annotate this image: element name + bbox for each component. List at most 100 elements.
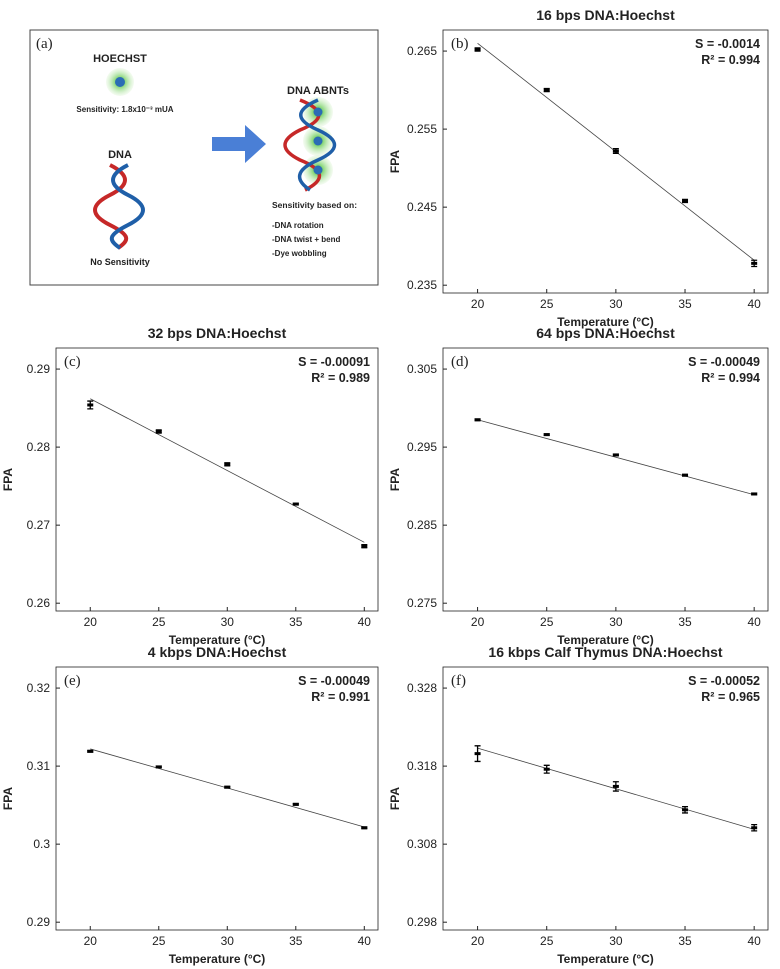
data-point <box>292 502 299 506</box>
panel-label: (a) <box>36 36 53 52</box>
fit-line <box>477 419 755 496</box>
x-tick-label: 25 <box>152 934 166 948</box>
dye <box>313 107 323 117</box>
basis-item: -DNA twist + bend <box>272 235 340 244</box>
data-point <box>612 784 619 788</box>
y-tick-label: 0.265 <box>407 44 437 58</box>
annotation: R² = 0.994 <box>701 53 760 67</box>
x-axis-label: Temperature (°C) <box>557 952 654 966</box>
complex-title: DNA ABNTs <box>287 85 349 97</box>
plot-frame <box>442 666 769 931</box>
x-tick-label: 35 <box>678 934 692 948</box>
chart-title: 4 kbps DNA:Hoechst <box>148 644 287 660</box>
x-tick-label: 25 <box>540 297 554 311</box>
data-point <box>751 492 758 496</box>
x-tick-label: 30 <box>221 934 235 948</box>
dye-sensitivity: Sensitivity: 1.8x10⁻³ mUA <box>76 105 173 114</box>
data-point <box>474 418 481 422</box>
x-axis-label: Temperature (°C) <box>557 633 654 647</box>
y-tick-label: 0.295 <box>407 440 437 454</box>
x-tick-label: 30 <box>609 297 623 311</box>
annotation: R² = 0.965 <box>701 690 760 704</box>
helix-strand <box>298 98 337 192</box>
chart-title: 64 bps DNA:Hoechst <box>536 325 675 341</box>
x-tick-label: 35 <box>678 297 692 311</box>
y-tick-label: 0.298 <box>407 915 437 929</box>
annotation: R² = 0.989 <box>311 371 370 385</box>
x-tick-label: 30 <box>609 934 623 948</box>
y-tick-label: 0.328 <box>407 681 437 695</box>
y-axis-label: FPA <box>1 468 15 491</box>
basis-item: -Dye wobbling <box>272 249 327 258</box>
y-tick-label: 0.285 <box>407 518 437 532</box>
data-point <box>224 785 231 789</box>
chart-title: 16 bps DNA:Hoechst <box>536 7 675 23</box>
x-tick-label: 35 <box>678 615 692 629</box>
panel-label: (d) <box>451 354 469 370</box>
chart: 32 bps DNA:Hoechst 20 25 30 35 40 0.26 0.27 0.28… <box>1 325 379 647</box>
helix-strand <box>109 163 145 250</box>
data-point <box>155 430 162 434</box>
plot-frame <box>442 29 769 294</box>
panel-label: (f) <box>451 673 466 689</box>
data-point <box>155 765 162 769</box>
data-point <box>751 261 758 265</box>
x-tick-label: 20 <box>471 297 485 311</box>
dye <box>313 136 323 146</box>
chart: 16 bps DNA:Hoechst 20 25 30 35 40 0.235 0.245 0.… <box>388 7 769 329</box>
x-tick-label: 20 <box>471 615 485 629</box>
data-point <box>682 199 689 203</box>
x-tick-label: 40 <box>358 615 372 629</box>
annotation: S = -0.00049 <box>298 674 370 688</box>
data-point <box>224 462 231 466</box>
x-tick-label: 20 <box>84 934 98 948</box>
x-tick-label: 40 <box>358 934 372 948</box>
y-tick-label: 0.26 <box>27 596 51 610</box>
annotation: S = -0.00049 <box>688 355 760 369</box>
y-tick-label: 0.245 <box>407 200 437 214</box>
data-point <box>543 88 550 92</box>
x-tick-label: 20 <box>84 615 98 629</box>
annotation: S = -0.0014 <box>695 37 760 51</box>
chart-title: 32 bps DNA:Hoechst <box>148 325 287 341</box>
x-tick-label: 30 <box>221 615 235 629</box>
panel-label: (b) <box>451 36 469 52</box>
dna-title: DNA <box>108 149 132 161</box>
x-tick-label: 20 <box>471 934 485 948</box>
x-tick-label: 35 <box>289 615 303 629</box>
x-axis-label: Temperature (°C) <box>557 315 654 329</box>
x-axis-label: Temperature (°C) <box>169 633 266 647</box>
x-tick-label: 25 <box>152 615 166 629</box>
y-tick-label: 0.29 <box>27 915 51 929</box>
data-point <box>612 453 619 457</box>
y-axis-label: FPA <box>388 468 402 491</box>
panel-label: (c) <box>64 354 81 370</box>
panel-label: (e) <box>64 673 81 689</box>
basis-title: Sensitivity based on: <box>272 200 357 210</box>
y-tick-label: 0.29 <box>27 362 51 376</box>
y-tick-label: 0.32 <box>27 681 51 695</box>
annotation: S = -0.00091 <box>298 355 370 369</box>
y-tick-label: 0.255 <box>407 122 437 136</box>
y-tick-label: 0.27 <box>27 518 51 532</box>
dye <box>313 165 323 175</box>
y-tick-label: 0.235 <box>407 278 437 292</box>
x-tick-label: 40 <box>747 615 761 629</box>
plot-frame <box>55 666 379 931</box>
data-point <box>682 473 689 477</box>
x-tick-label: 25 <box>540 934 554 948</box>
x-tick-label: 40 <box>747 297 761 311</box>
dna-sensitivity: No Sensitivity <box>90 257 150 267</box>
data-point <box>361 544 368 548</box>
y-axis-label: FPA <box>1 787 15 810</box>
panel-a: (a) HOECHST Sensitivity: 1.8x10⁻³ mUA DN… <box>29 29 379 286</box>
data-point <box>87 749 94 753</box>
chart-title: 16 kbps Calf Thymus DNA:Hoechst <box>488 644 722 660</box>
data-point <box>543 433 550 437</box>
x-tick-label: 30 <box>609 615 623 629</box>
data-point <box>87 403 94 407</box>
arrow <box>212 125 266 163</box>
y-axis-label: FPA <box>388 150 402 173</box>
